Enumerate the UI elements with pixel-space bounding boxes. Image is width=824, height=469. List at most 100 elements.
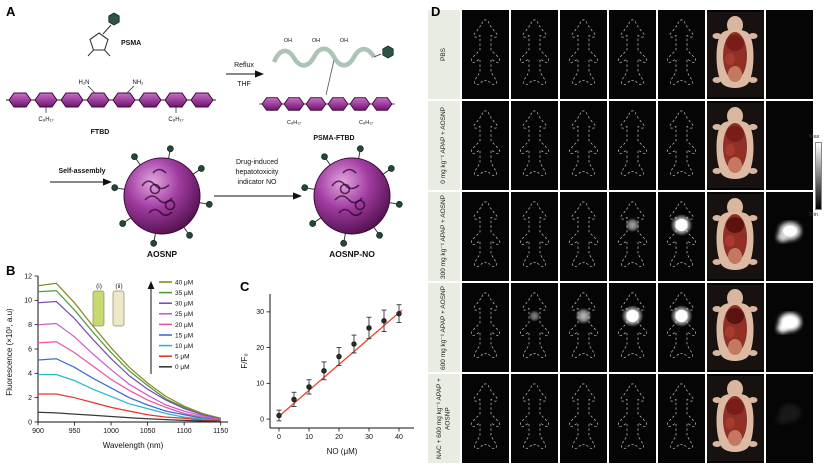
mouse-outline — [666, 19, 697, 85]
ftbd-structure: H₂N NH₂ C₈H₁₇ C₈H₁₇ FTBD — [5, 80, 217, 136]
nir-timepoint-image — [609, 192, 656, 281]
panel-d-label: D — [431, 4, 441, 19]
nir-timepoint-image — [511, 10, 558, 99]
mouse-outline — [470, 383, 501, 449]
dissection-photo — [707, 192, 764, 281]
nir-timepoint-image — [462, 101, 509, 190]
mouse-outline — [666, 110, 697, 176]
oh-label: OH — [284, 38, 292, 44]
dissected-mouse-graphic — [707, 194, 764, 279]
series-line — [37, 341, 221, 421]
row-label-text: PBS — [439, 47, 447, 61]
mouse-outline — [470, 110, 501, 176]
series-line — [37, 322, 221, 421]
nir-liver-image — [766, 101, 813, 190]
nir-timepoint-image — [560, 192, 607, 281]
panel-a-label: A — [6, 4, 16, 19]
legend-label: 10 μM — [175, 343, 193, 350]
no-text-line3: indicator NO — [238, 179, 277, 186]
nir-timepoint-image — [560, 10, 607, 99]
data-point — [351, 334, 357, 354]
nir-liver-image — [766, 10, 813, 99]
dissection-photo — [707, 101, 764, 190]
nir-timepoint-image — [560, 101, 607, 190]
data-point — [336, 347, 342, 366]
svg-text:900: 900 — [32, 428, 44, 435]
nir-liver-image — [766, 192, 813, 281]
psma-structure: PSMA — [87, 12, 141, 57]
mouse-outline — [568, 110, 599, 176]
self-assembly-label: Self-assembly — [58, 168, 105, 175]
data-point — [381, 309, 387, 332]
oh-label: OH — [312, 38, 320, 44]
dissected-mouse-graphic — [707, 12, 764, 97]
mouse-outline — [568, 292, 599, 358]
dissected-mouse-graphic — [707, 103, 764, 188]
colorbar-min-label: Min — [809, 212, 818, 218]
mouse-outline — [470, 201, 501, 267]
mouse-outline — [470, 292, 501, 358]
fit-line — [278, 309, 403, 417]
data-point — [291, 391, 297, 408]
legend-label: 20 μM — [175, 322, 193, 329]
nir-liver-image — [766, 374, 813, 463]
psma-label: PSMA — [121, 40, 141, 47]
nh2-label: NH₂ — [133, 80, 145, 86]
thf-label: THF — [237, 81, 251, 88]
no-calibration-chart: F/F₀ NO (μM) 0 10 20 30 40 0 10 20 30 — [240, 294, 414, 456]
data-point — [321, 361, 327, 381]
psma-ftbd-structure: OH OH OH C₈H₁₇ C₈H₁₇ PSMA-FTBD — [258, 38, 396, 142]
svg-text:10: 10 — [256, 381, 264, 388]
alkyl-chain-label: C₈H₁₇ — [287, 120, 301, 126]
data-point — [306, 379, 312, 395]
nir-timepoint-image — [511, 101, 558, 190]
colorbar-max-label: Max — [809, 134, 820, 140]
row-label-text: NAC + 600 mg kg⁻¹ APAP + AOSNP — [435, 378, 451, 459]
legend-label: 40 μM — [175, 279, 193, 286]
mouse-outline — [470, 19, 501, 85]
series-line — [37, 289, 221, 419]
aosnp-label: AOSNP — [147, 249, 178, 259]
legend-label: 5 μM — [175, 354, 190, 361]
svg-text:1150: 1150 — [213, 428, 228, 435]
polymer-backbone — [271, 46, 376, 68]
self-assembly-arrow: Self-assembly — [50, 168, 112, 186]
dissection-photo — [707, 10, 764, 99]
mouse-outline — [519, 201, 550, 267]
nir-timepoint-image — [511, 283, 558, 372]
cuvette-i-label: (i) — [96, 283, 102, 290]
svg-text:12: 12 — [24, 273, 32, 280]
alkyl-chain-label: C₈H₁₇ — [168, 117, 183, 123]
b-y-axis-label: Fluorescence (×10³, a.u) — [5, 308, 14, 396]
liver-signal-core — [675, 309, 688, 323]
cuvette-inset: (i) (ii) — [92, 283, 125, 327]
row-label-text: 600 mg kg⁻¹ APAP + AOSNP — [439, 285, 447, 370]
alkyl-chain-label: C₈H₁₇ — [359, 120, 373, 126]
alkyl-chain-label: C₈H₁₇ — [38, 117, 53, 123]
liver-signal-glow — [625, 217, 640, 233]
reaction-arrow: Reflux THF — [226, 62, 264, 88]
svg-text:950: 950 — [69, 428, 81, 435]
nir-timepoint-image — [462, 283, 509, 372]
data-point — [396, 304, 402, 324]
row-label: PBS — [428, 10, 460, 99]
series-line — [37, 411, 221, 423]
mouse-outline — [519, 110, 550, 176]
nir-timepoint-image — [658, 283, 705, 372]
cuvette-i — [92, 290, 105, 327]
svg-text:1050: 1050 — [140, 428, 156, 435]
data-point — [276, 409, 282, 422]
nir-timepoint-image — [609, 10, 656, 99]
svg-text:30: 30 — [365, 434, 373, 441]
nir-liver-image — [766, 283, 813, 372]
no-text-line1: Drug-induced — [236, 159, 278, 166]
svg-text:1100: 1100 — [177, 428, 192, 435]
svg-text:0: 0 — [260, 416, 264, 423]
legend-label: 35 μM — [175, 290, 193, 297]
intensity-colorbar — [815, 142, 822, 210]
legend-label: 0 μM — [175, 364, 190, 371]
legend-label: 30 μM — [175, 301, 193, 308]
phenyl-ring-icon — [108, 12, 120, 26]
nir-timepoint-image — [609, 101, 656, 190]
